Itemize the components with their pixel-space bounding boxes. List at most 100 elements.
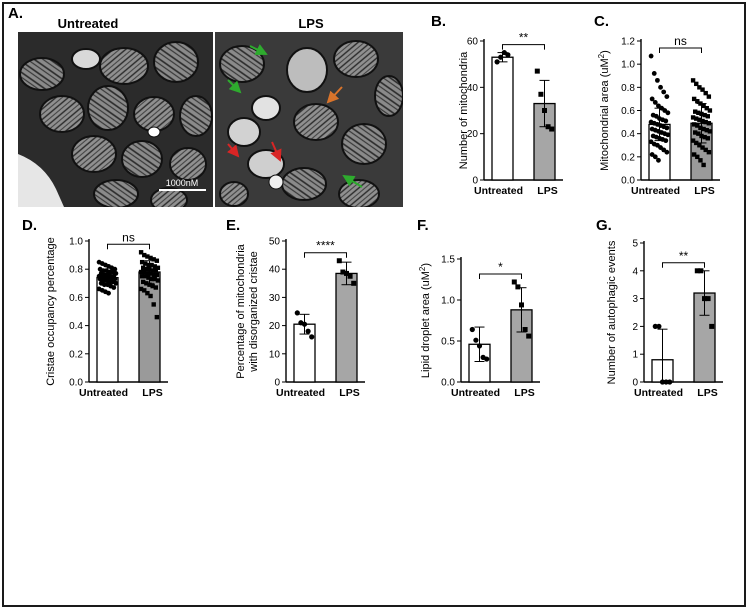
bar-untreated: [491, 56, 514, 181]
y-tick-label: 0.8: [621, 83, 635, 94]
category-label: LPS: [142, 387, 162, 399]
panel-label: G.: [596, 217, 612, 234]
data-point-lps: [691, 152, 697, 157]
significance-bracket: [107, 243, 150, 250]
y-tick-label: 1.2: [621, 37, 635, 48]
data-point-lps: [347, 273, 353, 279]
y-tick-label: 0.0: [621, 176, 635, 187]
data-point-lps: [698, 125, 703, 131]
data-point-lps: [139, 274, 145, 279]
data-point-lps: [522, 327, 528, 333]
y-tick-label: 0.6: [621, 106, 635, 117]
data-point-untreated: [648, 53, 654, 59]
data-point-untreated: [664, 125, 670, 131]
data-point-lps: [148, 293, 153, 299]
y-tick-label: 30: [269, 293, 281, 304]
data-point-untreated: [655, 77, 660, 83]
data-point-lps: [155, 278, 161, 283]
category-label: Untreated: [634, 387, 683, 399]
data-point-lps: [141, 279, 146, 285]
y-tick-label: 0: [274, 378, 280, 389]
data-point-lps: [147, 282, 152, 287]
data-point-lps: [154, 314, 160, 320]
y-tick-label: 20: [269, 321, 281, 332]
data-point-lps: [700, 145, 705, 150]
data-point-lps: [151, 272, 156, 278]
data-point-lps: [142, 288, 147, 293]
data-point-lps: [705, 114, 710, 119]
data-point-untreated: [484, 356, 490, 362]
y-axis-label: Number of autophagic events: [606, 240, 618, 384]
data-point-untreated: [664, 149, 670, 155]
data-point-lps: [150, 283, 155, 289]
data-point-untreated: [111, 285, 117, 290]
data-point-lps: [526, 333, 532, 339]
data-point-lps: [695, 99, 700, 104]
untreated-micrograph: [18, 32, 213, 207]
data-point-lps: [336, 258, 342, 264]
data-point-lps: [148, 255, 153, 261]
data-point-lps: [145, 271, 150, 276]
figure-frame: A. Untreated LPS 1000nM: [2, 2, 746, 607]
y-axis-label: Percentage of mitochondria: [235, 243, 247, 378]
significance-bracket: [502, 44, 545, 50]
y-axis-label: Cristae occupancy percentage: [45, 237, 57, 386]
data-point-lps: [696, 110, 701, 116]
data-point-lps: [143, 274, 148, 279]
category-label: LPS: [514, 387, 534, 399]
data-point-lps: [695, 154, 700, 160]
y-tick-label: 5: [632, 239, 638, 250]
y-tick-label: 2: [632, 322, 638, 333]
data-point-lps: [151, 257, 156, 262]
y-tick-label: 20: [467, 129, 479, 140]
data-point-lps: [143, 261, 148, 266]
data-point-untreated: [106, 290, 111, 296]
y-tick-label: 0.2: [69, 349, 83, 360]
y-tick-label: 1: [632, 350, 638, 361]
data-point-lps: [690, 78, 696, 83]
data-point-lps: [145, 254, 150, 259]
chart-g: G. 0 1 2 3 4 5 ** Untreated LPS Number of autophag…: [596, 217, 723, 399]
data-point-lps: [697, 143, 702, 148]
significance-bracket: [662, 262, 705, 268]
data-point-lps: [144, 267, 149, 272]
data-point-untreated: [505, 52, 511, 58]
data-point-lps: [138, 286, 144, 292]
panel-label-a: A.: [8, 5, 23, 22]
data-point-lps: [138, 250, 144, 255]
data-point-lps: [693, 130, 698, 135]
y-tick-label: 60: [467, 37, 479, 48]
data-point-lps: [511, 279, 517, 285]
data-point-lps: [152, 276, 157, 282]
data-point-lps: [153, 285, 158, 290]
data-point-lps: [697, 117, 702, 122]
significance-label: ****: [316, 239, 335, 253]
data-point-lps: [153, 268, 158, 273]
panel-label: F.: [417, 217, 429, 234]
data-point-lps: [138, 269, 144, 275]
data-point-lps: [707, 129, 713, 134]
data-point-lps: [351, 280, 357, 286]
data-point-lps: [701, 103, 706, 109]
data-point-untreated: [661, 89, 667, 95]
category-label: Untreated: [276, 387, 325, 399]
data-point-untreated: [667, 379, 673, 385]
data-point-lps: [703, 119, 708, 125]
category-label: Untreated: [79, 387, 128, 399]
data-point-lps: [701, 126, 706, 132]
chart-d: D. 0.0 0.2 0.4 0.6 0.8 1.0 ns Untreated LPS Crista…: [22, 217, 168, 399]
data-point-lps: [139, 259, 145, 265]
significance-bracket: [304, 252, 347, 258]
data-point-lps: [146, 275, 151, 280]
data-point-lps: [155, 265, 161, 270]
data-point-lps: [142, 252, 147, 258]
y-tick-label: 0.4: [69, 321, 83, 332]
panel-label: B.: [431, 13, 446, 30]
data-point-untreated: [309, 334, 315, 340]
y-axis-label-main: Mitochondrial area (uM: [599, 58, 611, 171]
y-tick-label: 0.0: [69, 378, 83, 389]
data-point-lps: [690, 138, 696, 143]
data-point-untreated: [665, 110, 671, 116]
data-point-lps: [149, 276, 154, 282]
y-axis-label: Mitochondrial area (uM2): [597, 50, 611, 171]
